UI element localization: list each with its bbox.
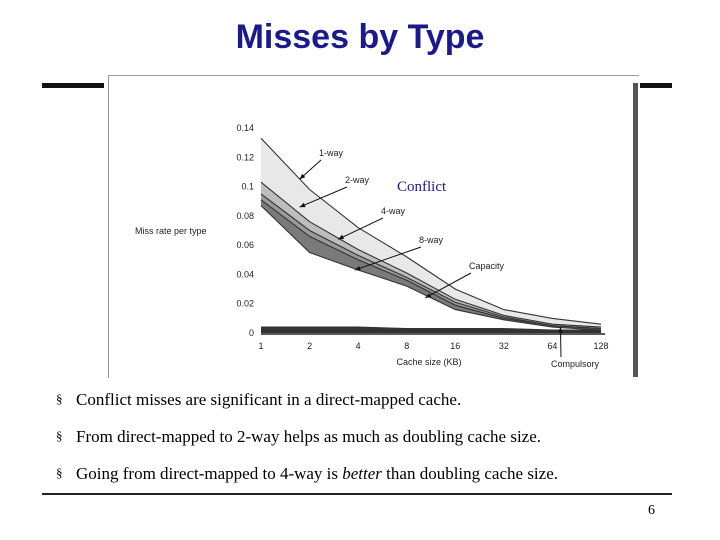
bullet-item: § Conflict misses are significant in a d… [56,390,696,427]
y-tick-label: 0.08 [236,211,254,221]
bullet-mark: § [56,465,63,480]
bullet-mark: § [56,391,63,406]
annotation-label: 4-way [381,206,406,216]
annotation-arrowhead [338,234,345,240]
y-tick-label: 0.1 [241,182,254,192]
bullet-text: Conflict misses are significant in a dir… [76,390,462,409]
bullet-item: § Going from direct-mapped to 4-way is b… [56,464,696,501]
y-tick-label: 0.14 [236,123,254,133]
bullet-text-post: than doubling cache size. [381,464,558,483]
annotation-label: 8-way [419,235,444,245]
y-tick-label: 0.12 [236,152,254,162]
bullet-text-emphasis: better [342,464,382,483]
y-tick-label: 0.06 [236,240,254,250]
x-tick-label: 128 [593,341,608,351]
annotation-arrow [299,186,348,208]
annotation-arrow [337,217,384,240]
y-axis-label: Miss rate per type [135,226,207,236]
series-line-8-way [260,199,602,330]
x-tick-label: 2 [307,341,312,351]
series-line-compulsory [261,326,601,331]
chart-figure: 0 0.02 0.04 0.06 0.08 0.1 0.12 0.14 Miss rate pe… [108,75,639,378]
bullet-mark: § [56,428,63,443]
annotation-arrowhead [425,293,432,298]
series-line-2-way [260,181,602,328]
annotation-label: Capacity [469,261,505,271]
annotation-arrowhead [354,266,361,271]
annotation-arrow [425,272,472,299]
series-line-1-way [260,137,602,325]
band-compulsory [261,327,601,333]
annotation-arrowhead [299,173,306,180]
y-tick-label: 0.04 [236,269,254,279]
x-tick-label: 64 [547,341,557,351]
band-capacity [261,205,601,331]
y-tick-label: 0.02 [236,299,254,309]
series-line-capacity [260,205,602,331]
annotation-label: 1-way [319,148,344,158]
footer-rule [42,493,672,495]
figure-shadow [633,83,638,377]
annotation-label: Compulsory [551,359,600,369]
x-axis-label: Cache size (KB) [396,357,461,367]
bullet-text-pre: Going from direct-mapped to 4-way is [76,464,343,483]
annotation-arrow [354,246,422,271]
miss-rate-chart: 0 0.02 0.04 0.06 0.08 0.1 0.12 0.14 Miss rate pe… [135,123,609,369]
y-tick-label: 0 [249,328,254,338]
x-tick-label: 4 [356,341,361,351]
annotation-arrowhead [299,202,306,208]
bullet-item: § From direct-mapped to 2-way helps as m… [56,427,696,464]
slide-title: Misses by Type [235,18,485,56]
page-number: 6 [648,503,655,518]
title-rule-left [42,83,104,88]
bullet-text: Going from direct-mapped to 4-way is bet… [76,464,558,483]
annotation-label: 2-way [345,175,370,185]
annotation-arrowhead [558,327,563,333]
bullet-list: § Conflict misses are significant in a d… [56,390,696,501]
x-tick-label: 8 [404,341,409,351]
conflict-label: Conflict [397,179,447,195]
x-tick-label: 32 [499,341,509,351]
title-rule-right [640,83,672,88]
bullet-text: From direct-mapped to 2-way helps as muc… [76,427,542,446]
x-tick-label: 16 [450,341,460,351]
x-tick-label: 1 [258,341,263,351]
